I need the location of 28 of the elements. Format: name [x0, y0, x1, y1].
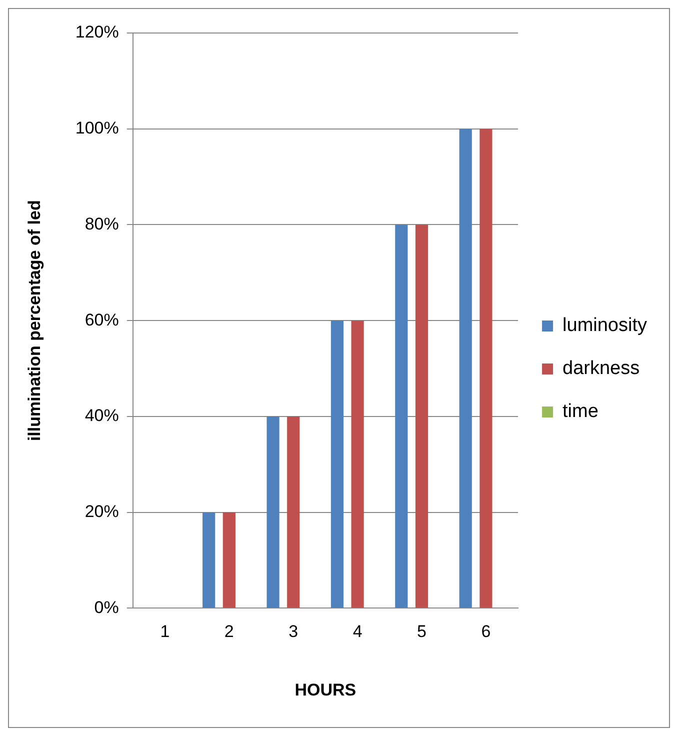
x-tick-label: 1 [160, 622, 170, 642]
y-tick-label: 100% [75, 118, 119, 138]
bar [415, 224, 428, 608]
bar [480, 128, 492, 608]
bar [222, 512, 236, 608]
x-tick-label: 2 [224, 622, 234, 642]
legend-label: time [562, 401, 598, 422]
y-tick-label: 120% [75, 22, 119, 42]
x-tick-label: 6 [481, 622, 491, 642]
x-tick-label: 5 [417, 622, 426, 642]
bar [351, 320, 364, 608]
bar [330, 320, 344, 608]
legend-label: darkness [562, 358, 640, 380]
y-tick-label: 60% [84, 310, 119, 330]
bar [287, 416, 300, 608]
y-tick-label: 20% [84, 502, 119, 522]
bar [266, 416, 280, 608]
x-axis-title: HOURS [294, 680, 356, 700]
y-axis-title: illumination percentage of led [24, 200, 44, 442]
bar [202, 512, 216, 608]
x-tick-label: 4 [352, 622, 362, 642]
bar [459, 128, 472, 608]
y-tick-label: 80% [84, 214, 119, 234]
y-tick-label: 40% [84, 406, 119, 426]
legend-label: luminosity [562, 315, 648, 336]
x-tick-label: 3 [288, 622, 298, 642]
y-tick-label: 0% [94, 598, 119, 617]
bar [395, 224, 408, 608]
